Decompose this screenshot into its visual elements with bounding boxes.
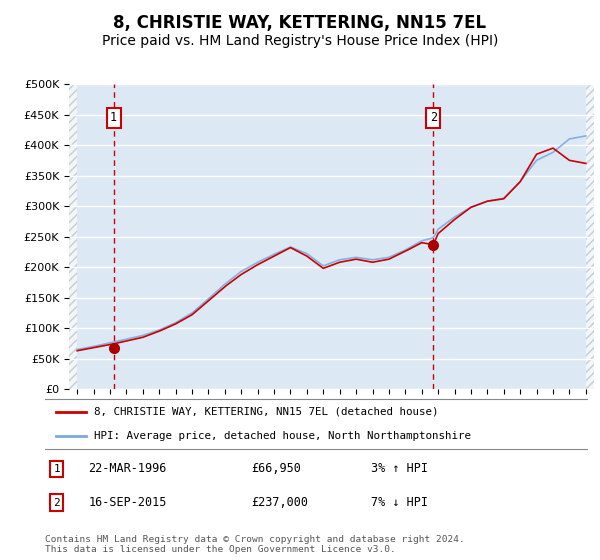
Text: 22-MAR-1996: 22-MAR-1996 [88,463,167,475]
FancyBboxPatch shape [42,399,590,449]
Text: HPI: Average price, detached house, North Northamptonshire: HPI: Average price, detached house, Nort… [94,431,471,441]
Text: 7% ↓ HPI: 7% ↓ HPI [371,496,428,509]
Text: 1: 1 [53,464,61,474]
Text: 1: 1 [110,111,117,124]
Text: Contains HM Land Registry data © Crown copyright and database right 2024.
This d: Contains HM Land Registry data © Crown c… [45,535,465,554]
Text: 8, CHRISTIE WAY, KETTERING, NN15 7EL (detached house): 8, CHRISTIE WAY, KETTERING, NN15 7EL (de… [94,407,439,417]
Text: 16-SEP-2015: 16-SEP-2015 [88,496,167,509]
Text: £66,950: £66,950 [251,463,301,475]
Text: 2: 2 [430,111,437,124]
Text: 3% ↑ HPI: 3% ↑ HPI [371,463,428,475]
Text: Price paid vs. HM Land Registry's House Price Index (HPI): Price paid vs. HM Land Registry's House … [102,34,498,48]
Text: 2: 2 [53,498,61,507]
Text: 8, CHRISTIE WAY, KETTERING, NN15 7EL: 8, CHRISTIE WAY, KETTERING, NN15 7EL [113,14,487,32]
Text: £237,000: £237,000 [251,496,308,509]
